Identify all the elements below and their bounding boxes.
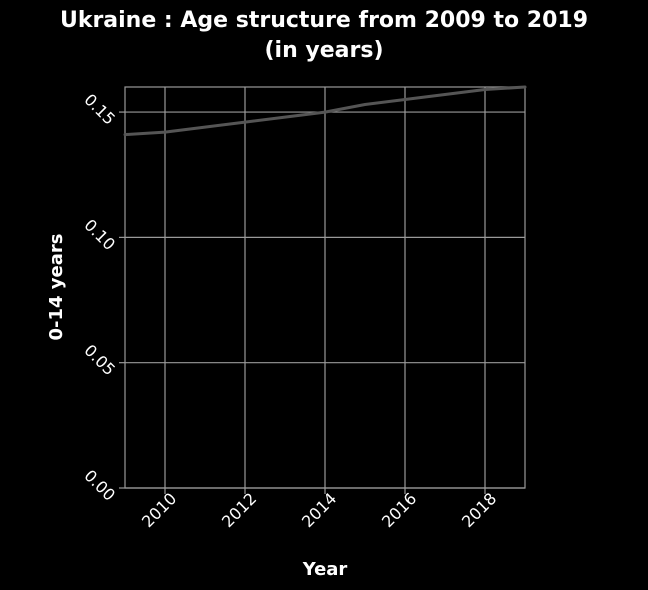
chart-title-line-2: (in years) <box>264 38 384 63</box>
grid-layer <box>124 86 526 489</box>
series-line <box>123 85 527 137</box>
x-tick-label: 2012 <box>218 489 260 531</box>
x-tick-label: 2016 <box>378 489 420 531</box>
chart-title-line-1: Ukraine : Age structure from 2009 to 201… <box>59 8 589 33</box>
y-tick-label: 0.15 <box>80 90 119 129</box>
y-tick-label: 0.00 <box>80 466 119 505</box>
chart-title: Ukraine : Age structure from 2009 to 201… <box>0 6 648 66</box>
x-tick-label: 2014 <box>298 489 340 531</box>
axis-layer: 2010 2012 2014 2016 2018 0.00 0.05 0.10 0.15 <box>80 90 500 531</box>
x-axis-title: Year <box>302 559 348 580</box>
y-axis-title: 0-14 years <box>46 234 67 341</box>
y-tick-label: 0.10 <box>80 215 119 254</box>
x-tick-label: 2010 <box>138 489 180 531</box>
y-tick-label: 0.05 <box>80 341 119 380</box>
x-tick-label: 2018 <box>458 489 500 531</box>
series-layer <box>123 85 527 137</box>
